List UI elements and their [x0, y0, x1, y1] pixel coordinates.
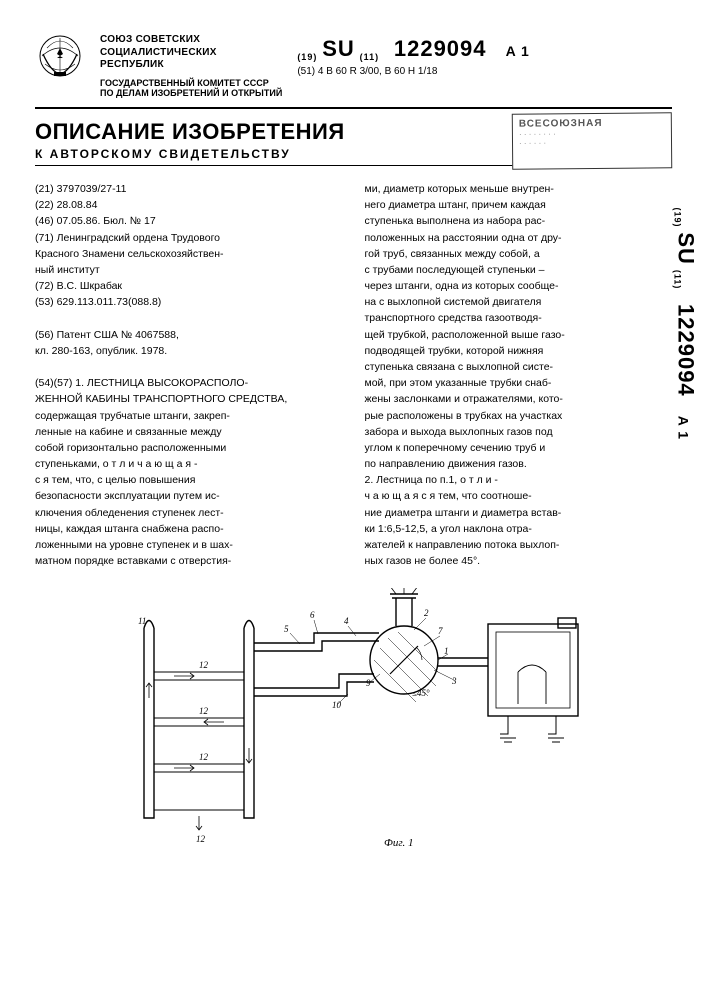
ref-label: 3: [451, 676, 457, 686]
abstract-line: рые расположены в трубках на участках: [365, 409, 673, 423]
org-line: РЕСПУБЛИК: [100, 59, 282, 72]
abstract-line: ных газов не более 45°.: [365, 554, 673, 568]
field-71: (71) Ленинградский ордена Трудового: [35, 231, 343, 245]
state-emblem-icon: [35, 30, 85, 80]
abstract-line: с я тем, что, с целью повышения: [35, 473, 343, 487]
abstract-line: содержащая трубчатые штанги, закреп-: [35, 409, 343, 423]
abstract-line: ч а ю щ а я с я тем, что соотноше-: [365, 489, 673, 503]
committee-line: ПО ДЕЛАМ ИЗОБРЕТЕНИЙ И ОТКРЫТИЙ: [100, 88, 282, 99]
field-56: кл. 280-163, опублик. 1978.: [35, 344, 343, 358]
ref-label: 2: [424, 608, 429, 618]
abstract-line: ницы, каждая штанга снабжена распо-: [35, 522, 343, 536]
abstract-line: ки 1:6,5-12,5, а угол наклона отра-: [365, 522, 673, 536]
ref-label: 12: [199, 660, 209, 670]
abstract-line: ленные на кабине и связанные между: [35, 425, 343, 439]
abstract-line: ми, диаметр которых меньше внутрен-: [365, 182, 673, 196]
abstract-body: (21) 3797039/27-11 (22) 28.08.84 (46) 07…: [35, 182, 672, 570]
field-54: (54)(57) 1. ЛЕСТНИЦА ВЫСОКОРАСПОЛО-: [35, 376, 343, 390]
ref-label: 11: [138, 616, 146, 626]
org-name: СОЮЗ СОВЕТСКИХ СОЦИАЛИСТИЧЕСКИХ РЕСПУБЛИ…: [100, 30, 282, 99]
abstract-line: транспортного средства газоотводя-: [365, 311, 673, 325]
abstract-line: собой горизонтально расположенными: [35, 441, 343, 455]
field-22: (22) 28.08.84: [35, 198, 343, 212]
abstract-line: гой труб, связанных между собой, а: [365, 247, 673, 261]
abstract-line: ключения обледенения ступенек лест-: [35, 506, 343, 520]
abstract-line: него диаметра штанг, причем каждая: [365, 198, 673, 212]
field-56: (56) Патент США № 4067588,: [35, 328, 343, 342]
committee-line: ГОСУДАРСТВЕННЫЙ КОМИТЕТ СССР: [100, 78, 282, 89]
abstract-line: жены заслонками и отражателями, кото-: [365, 392, 673, 406]
ipc-classification: (51) 4 B 60 R 3/00, B 60 H 1/18: [297, 66, 530, 77]
abstract-line: ступеньками, о т л и ч а ю щ а я -: [35, 457, 343, 471]
doc-number: 1229094: [394, 36, 487, 61]
field-19: (19): [297, 52, 317, 62]
library-stamp: ВСЕСОЮЗНАЯ · · · · · · · · · · · · · ·: [512, 112, 672, 169]
title-block: ОПИСАНИЕ ИЗОБРЕТЕНИЯ К АВТОРСКОМУ СВИДЕТ…: [35, 119, 672, 161]
side-doc-number: (19) SU (11) 1229094 A 1: [673, 207, 699, 440]
abstract-line: подводящей трубки, которой нижняя: [365, 344, 673, 358]
field-71: Красного Знамени сельскохозяйствен-: [35, 247, 343, 261]
field-72: (72) В.С. Шкрабак: [35, 279, 343, 293]
abstract-line: забора и выхода выхлопных газов под: [365, 425, 673, 439]
ref-label: 12: [196, 834, 206, 844]
abstract-line: ложенными на уровне ступенек и в шах-: [35, 538, 343, 552]
ref-label: 7: [438, 626, 443, 636]
ref-label: 10: [332, 700, 342, 710]
ref-label: 1: [444, 646, 449, 656]
left-column: (21) 3797039/27-11 (22) 28.08.84 (46) 07…: [35, 182, 343, 570]
abstract-line: безопасности эксплуатации путем ис-: [35, 489, 343, 503]
abstract-line: по направлению движения газов.: [365, 457, 673, 471]
figure-1: 11 12 12 12 12 5 6 4 9 10 7 2 1 3 ≤45° Ф…: [35, 588, 672, 848]
field-54: ЖЕННОЙ КАБИНЫ ТРАНСПОРТНОГО СРЕДСТВА,: [35, 392, 343, 406]
abstract-line: щей трубкой, расположенной выше газо-: [365, 328, 673, 342]
abstract-line: ние диаметра штанги и диаметра встав-: [365, 506, 673, 520]
doc-kind: A 1: [506, 43, 530, 59]
divider: [35, 107, 672, 109]
abstract-line: матном порядке вставками с отверстия-: [35, 554, 343, 568]
ref-label: 9: [366, 678, 371, 688]
field-21: (21) 3797039/27-11: [35, 182, 343, 196]
org-line: СОЦИАЛИСТИЧЕСКИХ: [100, 47, 282, 60]
angle-label: ≤45°: [412, 688, 430, 698]
ref-label: 6: [310, 610, 315, 620]
field-11: (11): [360, 52, 380, 62]
patent-page: СОЮЗ СОВЕТСКИХ СОЦИАЛИСТИЧЕСКИХ РЕСПУБЛИ…: [0, 0, 707, 1000]
ref-label: 4: [344, 616, 349, 626]
abstract-line: через штанги, одна из которых сообще-: [365, 279, 673, 293]
abstract-line: на с выхлопной системой двигателя: [365, 295, 673, 309]
right-column: ми, диаметр которых меньше внутрен- него…: [365, 182, 673, 570]
org-line: СОЮЗ СОВЕТСКИХ: [100, 34, 282, 47]
abstract-line: 2. Лестница по п.1, о т л и -: [365, 473, 673, 487]
abstract-line: жателей к направлению потока выхлоп-: [365, 538, 673, 552]
ref-label: 12: [199, 752, 209, 762]
field-46: (46) 07.05.86. Бюл. № 17: [35, 214, 343, 228]
doc-number-block: (19) SU (11) 1229094 A 1 (51) 4 B 60 R 3…: [297, 30, 530, 77]
ref-label: 5: [284, 624, 289, 634]
figure-caption: Фиг. 1: [384, 837, 414, 848]
patent-drawing-icon: 11 12 12 12 12 5 6 4 9 10 7 2 1 3 ≤45° Ф…: [104, 588, 604, 848]
abstract-line: углом к поперечному сечению труб и: [365, 441, 673, 455]
ref-label: 12: [199, 706, 209, 716]
abstract-line: ступенька связана с выхлопной систе-: [365, 360, 673, 374]
field-53: (53) 629.113.011.73(088.8): [35, 295, 343, 309]
abstract-line: ступенька выполнена из набора рас-: [365, 214, 673, 228]
abstract-line: положенных на расстоянии одна от дру-: [365, 231, 673, 245]
abstract-line: мой, при этом указанные трубки снаб-: [365, 376, 673, 390]
abstract-line: с трубами последующей ступеньки –: [365, 263, 673, 277]
header: СОЮЗ СОВЕТСКИХ СОЦИАЛИСТИЧЕСКИХ РЕСПУБЛИ…: [35, 30, 672, 99]
country-code: SU: [322, 36, 355, 61]
field-71: ный институт: [35, 263, 343, 277]
